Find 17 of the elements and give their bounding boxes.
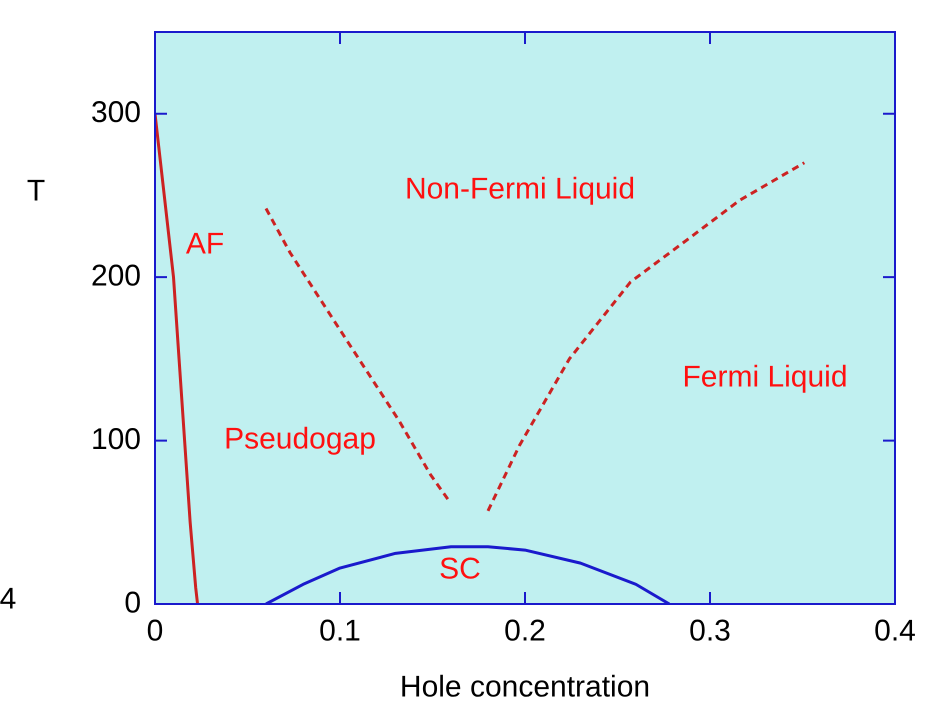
x-tick-label: 0.1 [319, 614, 361, 648]
y-tick-label: 100 [90, 422, 141, 456]
x-tick-label: 0.4 [874, 614, 916, 648]
annotation: AF [186, 227, 224, 260]
y-axis-title: T [26, 174, 46, 208]
annotation: Fermi Liquid [682, 360, 848, 394]
y-tick-label: 0 [124, 586, 141, 620]
y-tick-label: 300 [90, 96, 141, 129]
x-tick-label: 0.3 [689, 614, 731, 648]
annotation: Pseudogap [224, 422, 376, 456]
text: 4 [0, 582, 16, 616]
annotation: SC [439, 552, 481, 586]
x-tick-label: 0 [146, 614, 164, 648]
x-axis-title: Hole concentration [400, 670, 650, 704]
y-tick-label: 200 [90, 259, 141, 292]
x-tick-label: 0.2 [504, 614, 546, 648]
annotation: Non-Fermi Liquid [404, 172, 636, 206]
